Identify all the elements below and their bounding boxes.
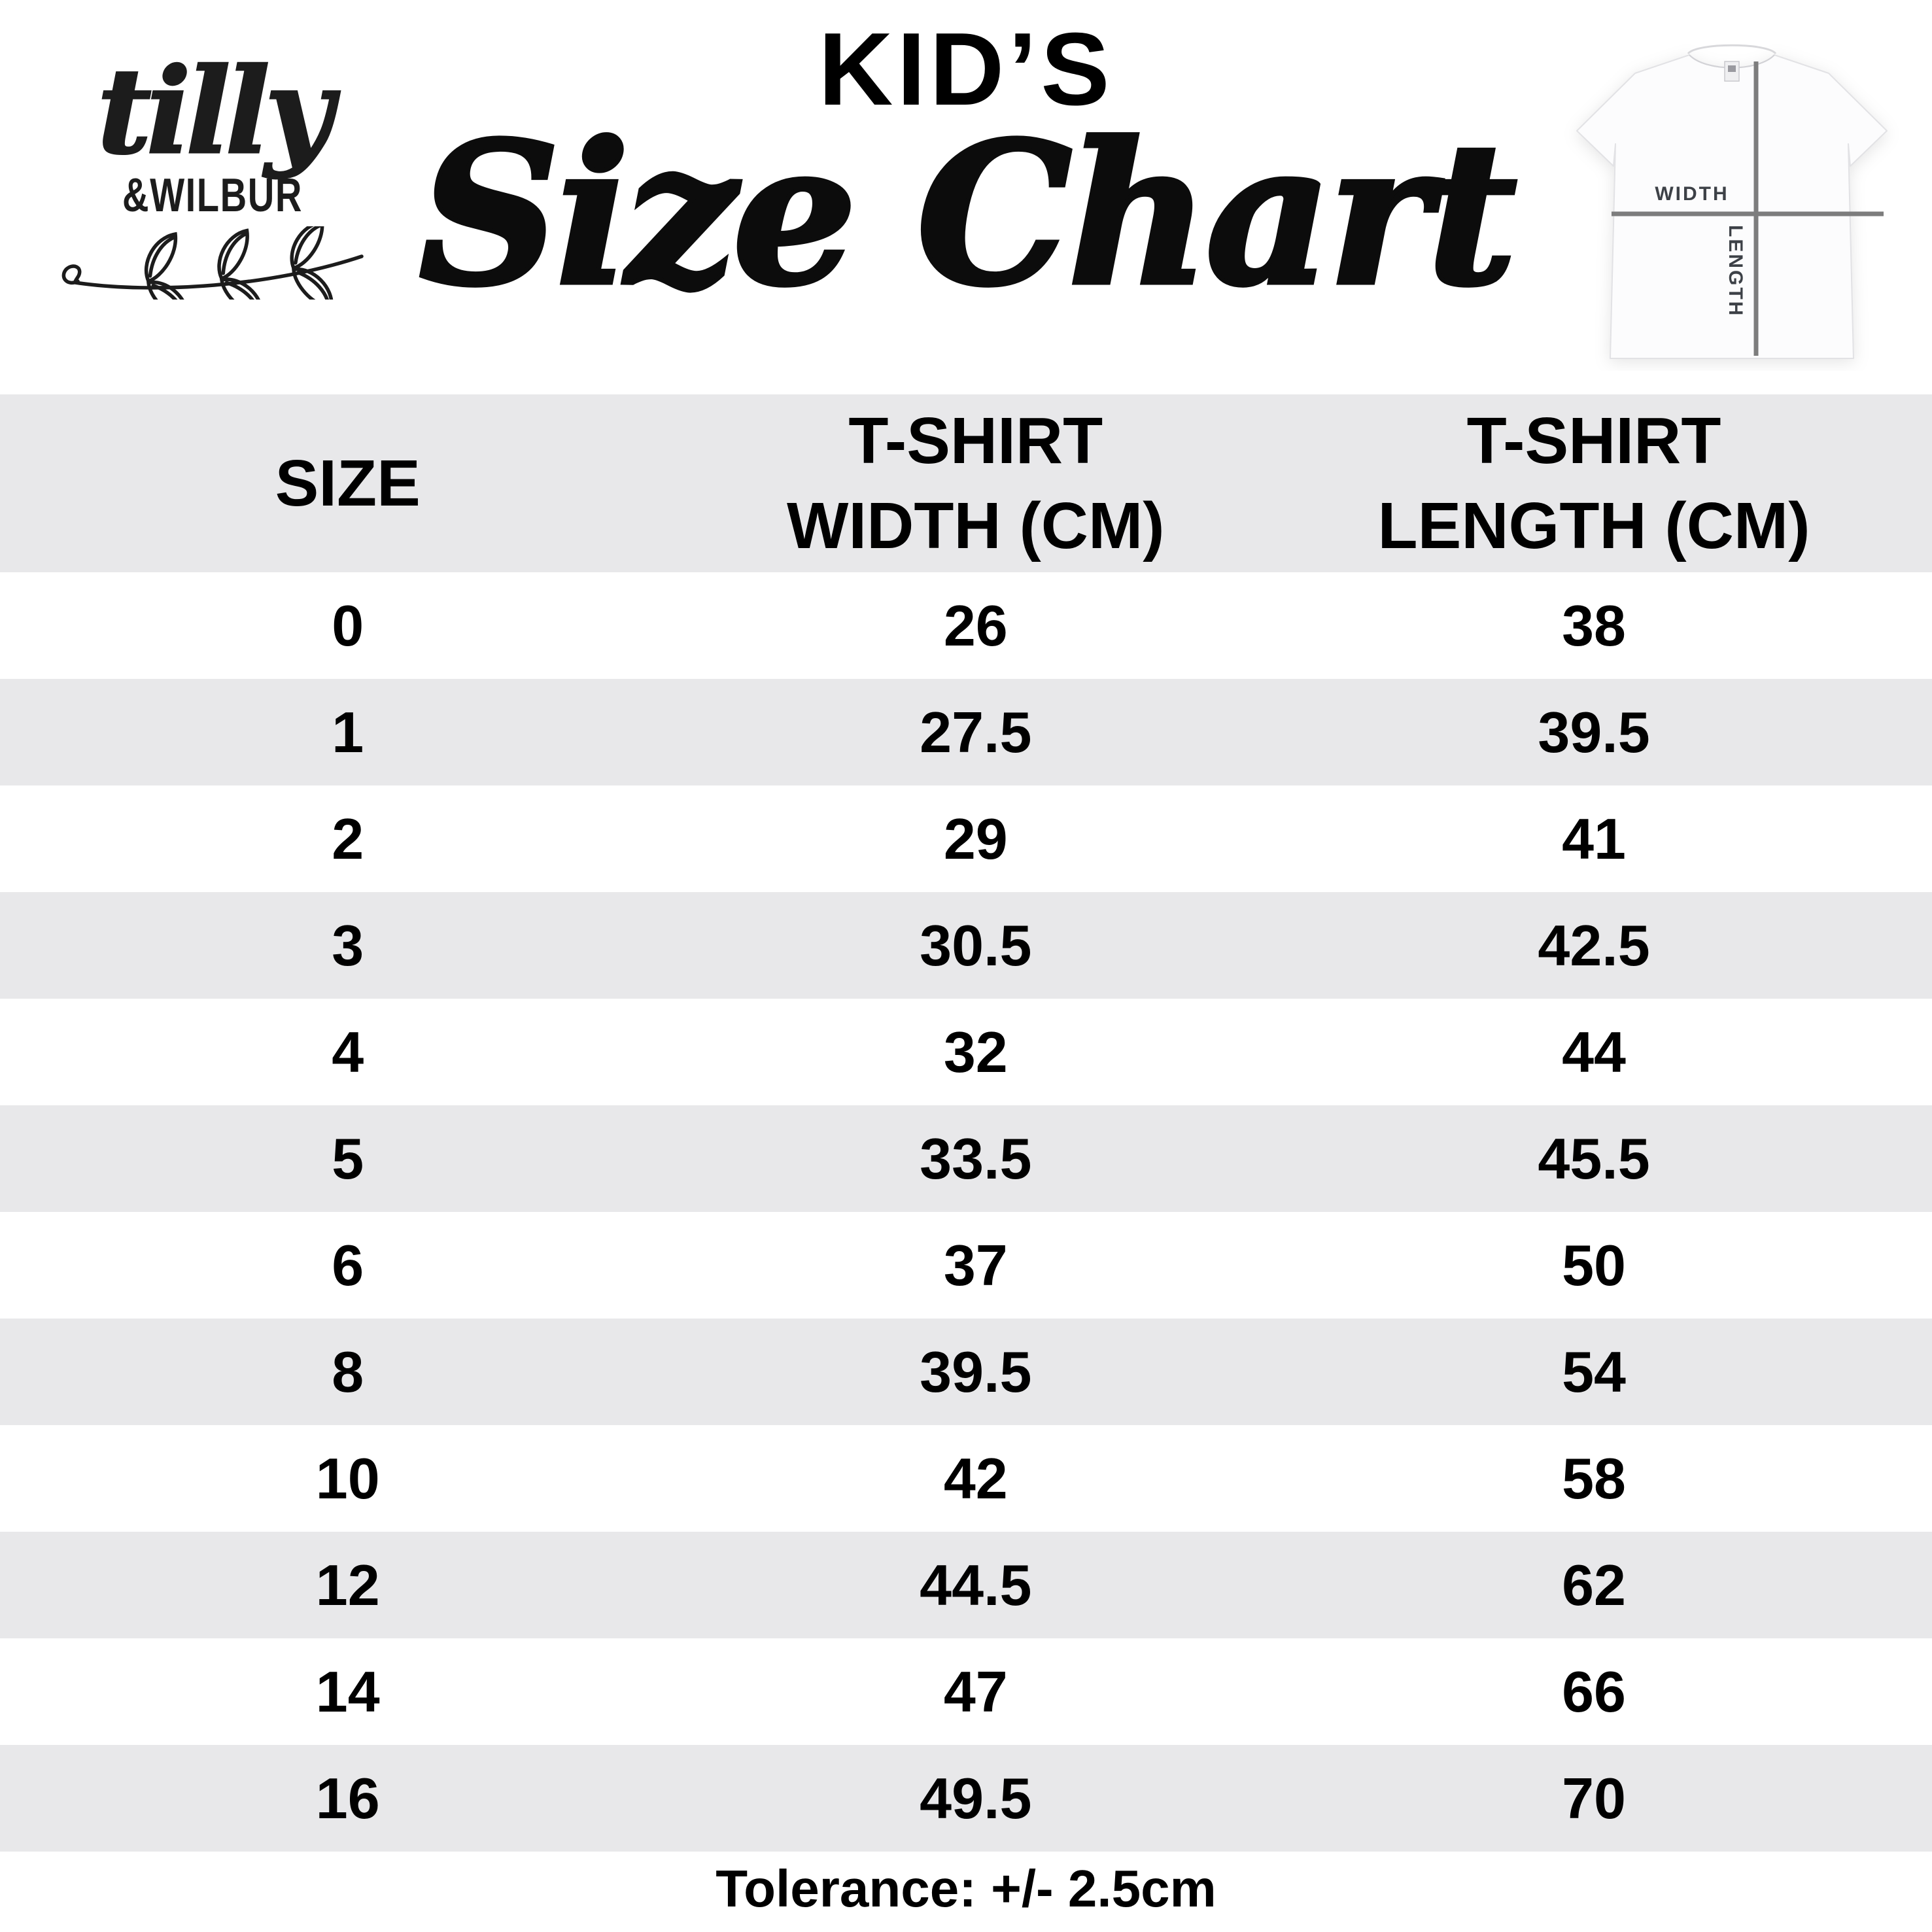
col-header-length: T-SHIRT LENGTH (CM) [1377,404,1810,562]
tee-length-label: LENGTH [1725,225,1746,318]
col-header-size: SIZE [275,447,421,520]
size-cell: 16 [315,1765,380,1831]
size-cell: 5 [332,1126,364,1191]
length-cell: 66 [1562,1659,1626,1724]
table-row: 8 39.5 54 [0,1319,1932,1425]
brand-name-caps: &WILBUR [122,169,303,222]
brand-name-script: tilly [96,43,334,181]
table-body: 0 26 38 1 27.5 39.5 2 29 41 3 30.5 42.5 … [0,572,1932,1852]
width-cell: 44.5 [920,1552,1032,1617]
table-row: 0 26 38 [0,572,1932,679]
length-cell: 44 [1562,1019,1626,1084]
title-block: KID’S Size Chart [0,0,1932,329]
header: tilly &WILBUR [0,0,1932,392]
length-cell: 38 [1562,593,1626,658]
size-cell: 10 [315,1445,380,1511]
length-cell: 58 [1562,1445,1626,1511]
branch-curl [61,264,82,285]
size-table: SIZE T-SHIRT WIDTH (CM) T-SHIRT LENGTH (… [0,394,1932,1852]
brand-logo: tilly &WILBUR [46,43,379,322]
length-cell: 41 [1562,806,1626,871]
table-header-row: SIZE T-SHIRT WIDTH (CM) T-SHIRT LENGTH (… [0,394,1932,572]
width-cell: 32 [943,1019,1008,1084]
table-row: 4 32 44 [0,999,1932,1105]
tshirt-diagram: WIDTH LENGTH [1562,34,1915,371]
width-cell: 37 [943,1232,1008,1298]
width-cell: 49.5 [920,1765,1032,1831]
table-row: 16 49.5 70 [0,1745,1932,1852]
col-header-width: T-SHIRT WIDTH (CM) [786,404,1165,562]
tee-width-label: WIDTH [1655,183,1729,205]
size-cell: 2 [332,806,364,871]
table-row: 14 47 66 [0,1638,1932,1745]
size-cell: 6 [332,1232,364,1298]
table-row: 2 29 41 [0,785,1932,892]
table-row: 12 44.5 62 [0,1532,1932,1638]
length-cell: 62 [1562,1552,1626,1617]
length-cell: 54 [1562,1339,1626,1404]
tshirt-icon [1576,44,1888,359]
size-cell: 0 [332,593,364,658]
size-cell: 1 [332,699,364,765]
branch-stem [73,254,364,290]
table-row: 3 30.5 42.5 [0,892,1932,999]
width-cell: 30.5 [920,912,1032,978]
table-row: 1 27.5 39.5 [0,679,1932,785]
width-cell: 42 [943,1445,1008,1511]
size-cell: 3 [332,912,364,978]
length-cell: 70 [1562,1765,1626,1831]
size-cell: 14 [315,1659,380,1724]
size-cell: 12 [315,1552,380,1617]
length-cell: 50 [1562,1232,1626,1298]
page-title: Size Chart [417,100,1519,329]
width-cell: 29 [943,806,1008,871]
table-row: 10 42 58 [0,1425,1932,1532]
page-kicker: KID’S [818,12,1114,127]
width-cell: 27.5 [920,699,1032,765]
length-cell: 42.5 [1538,912,1650,978]
width-cell: 47 [943,1659,1008,1724]
size-cell: 4 [332,1019,364,1084]
table-row: 5 33.5 45.5 [0,1105,1932,1212]
table-row: 6 37 50 [0,1212,1932,1319]
size-cell: 8 [332,1339,364,1404]
tolerance-note: Tolerance: +/- 2.5cm [716,1859,1216,1918]
tshirt-collar [1687,44,1777,55]
length-cell: 45.5 [1538,1126,1650,1191]
width-cell: 33.5 [920,1126,1032,1191]
length-cell: 39.5 [1538,699,1650,765]
width-cell: 26 [943,593,1008,658]
width-cell: 39.5 [920,1339,1032,1404]
